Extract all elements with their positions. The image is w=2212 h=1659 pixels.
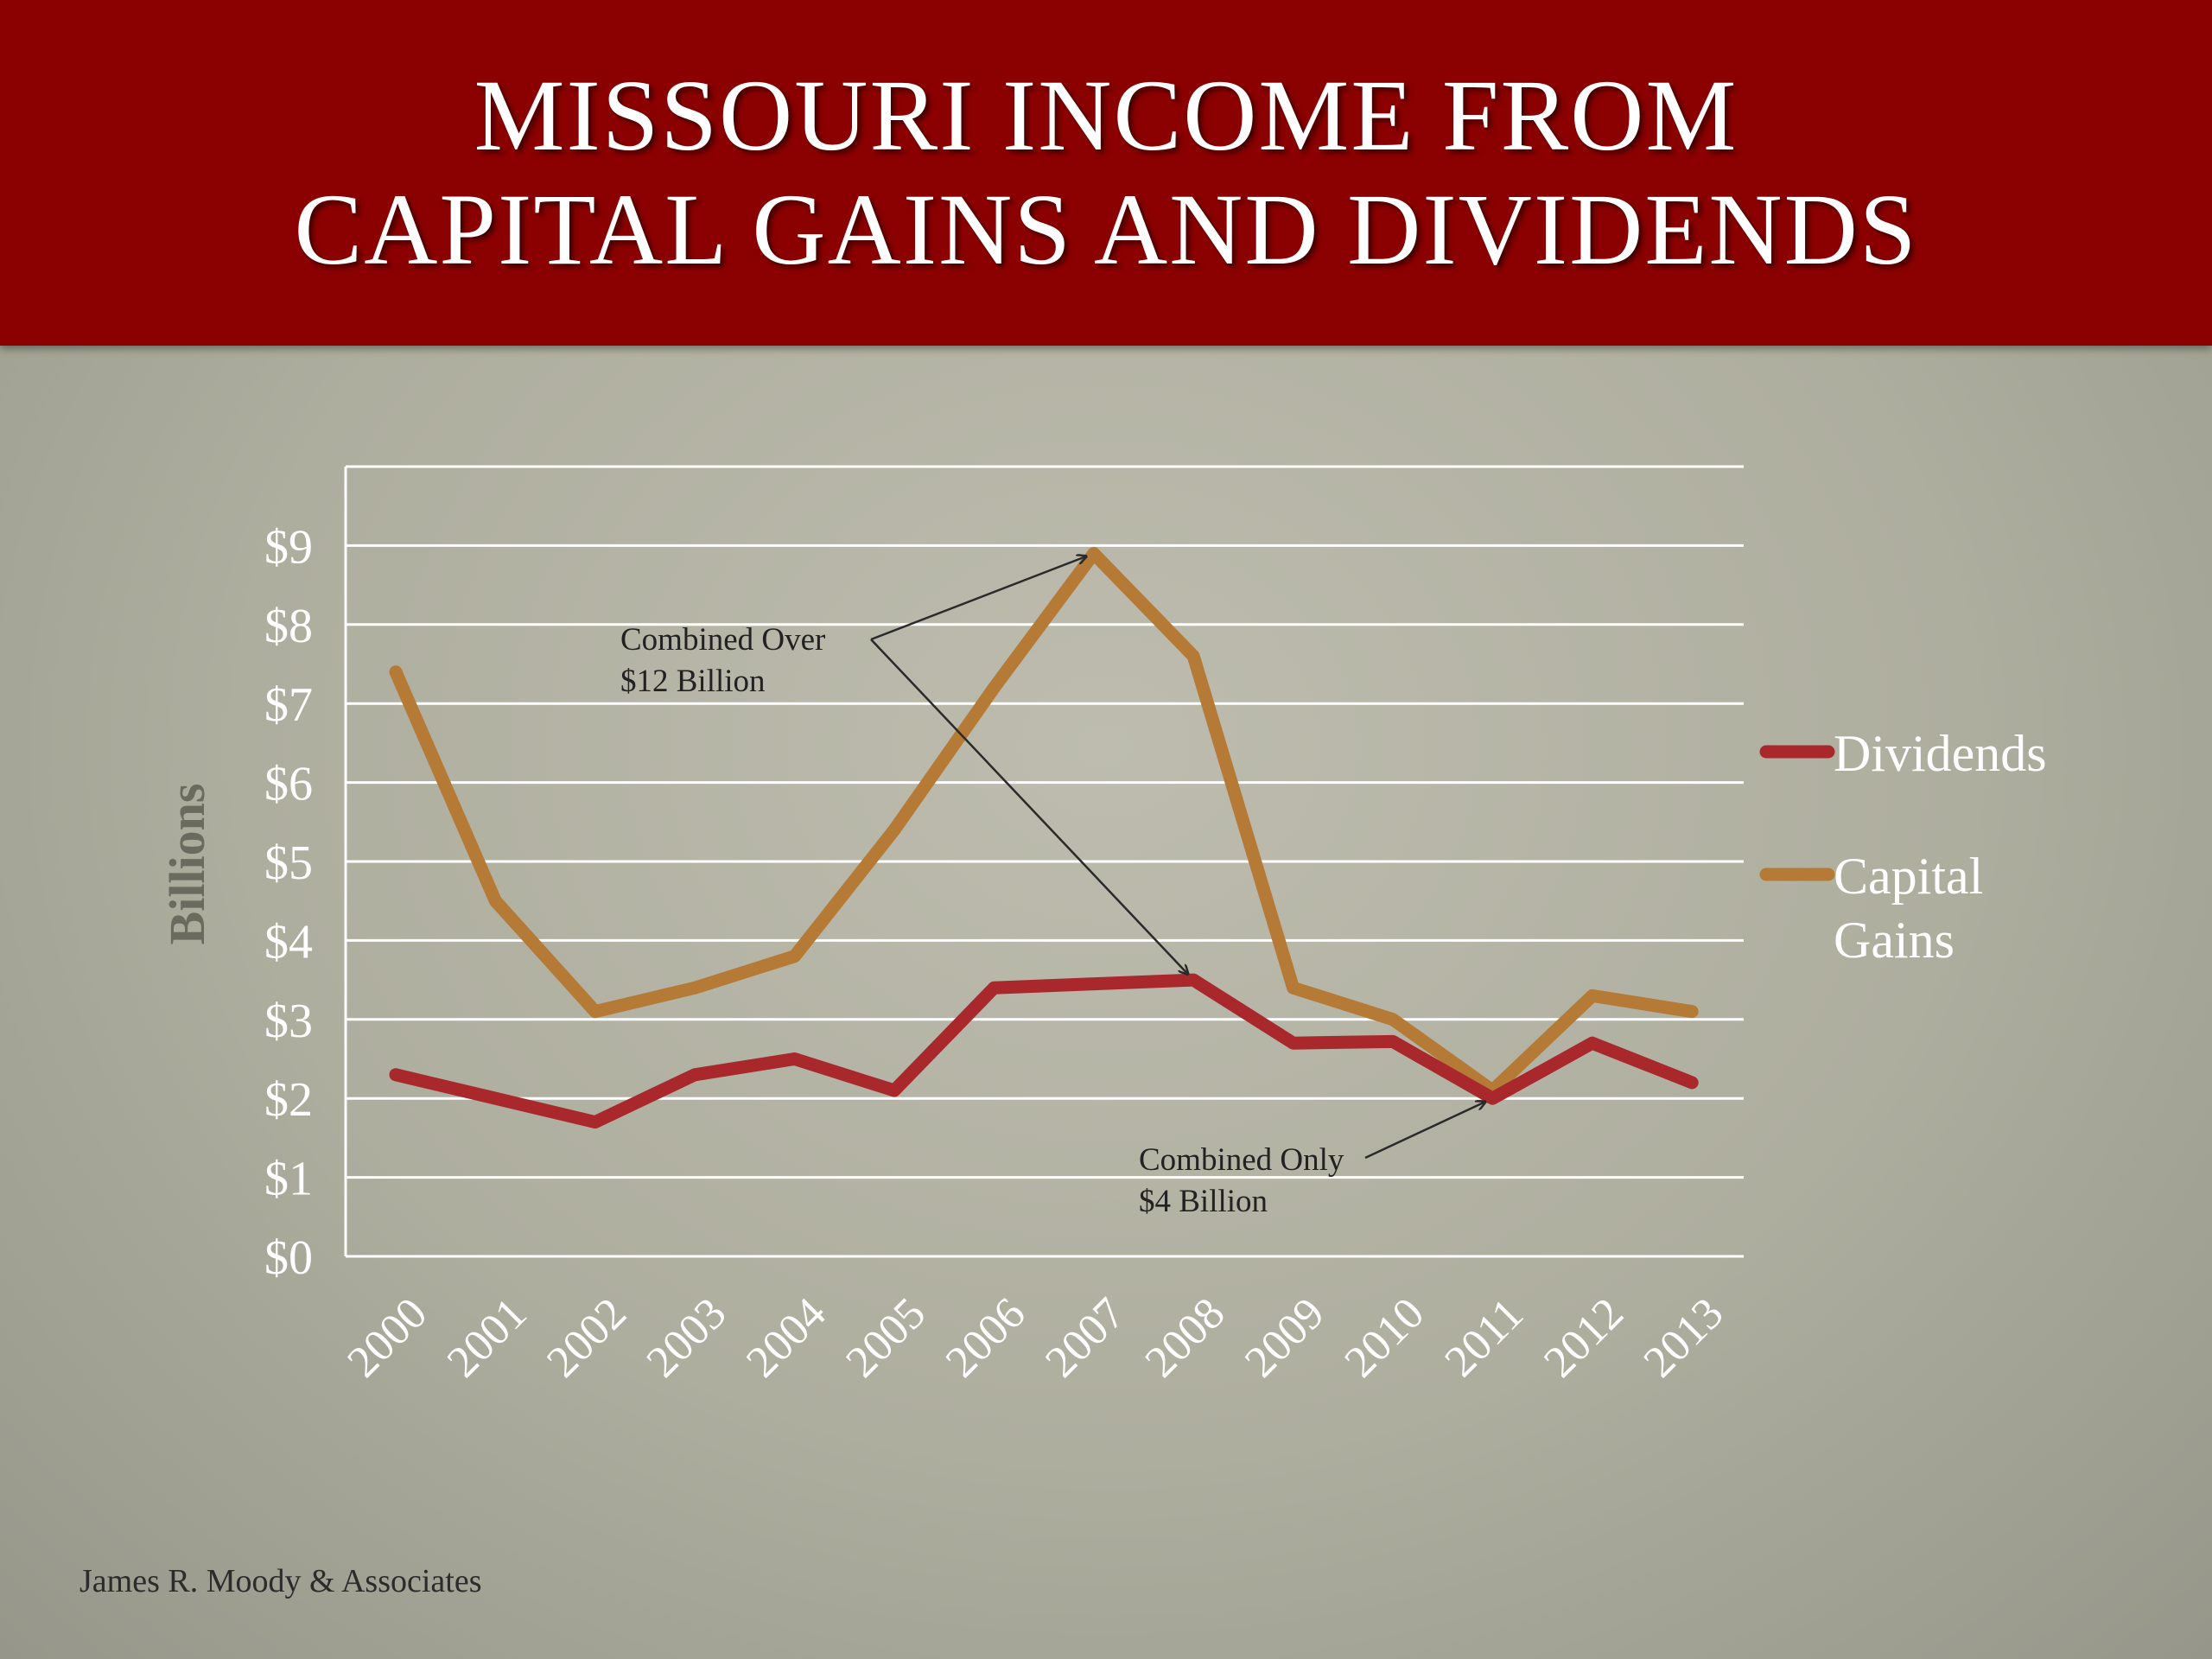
- x-tick-label: 2005: [836, 1288, 935, 1387]
- annotation-arrow: [870, 556, 1085, 641]
- annotation-text: $12 Billion: [620, 664, 766, 699]
- y-tick-label: $4: [264, 915, 313, 969]
- annotation-text: $4 Billion: [1139, 1184, 1268, 1219]
- y-tick-label: $6: [264, 758, 313, 811]
- x-tick-label: 2002: [537, 1288, 636, 1387]
- title-banner: Missouri Income from Capital Gains and D…: [0, 0, 2212, 346]
- series-line-capital-gains: [389, 547, 1699, 1097]
- title-line-2: Capital Gains and Dividends: [294, 173, 1918, 286]
- y-tick-label: $7: [264, 678, 313, 732]
- x-tick-label: 2012: [1535, 1288, 1633, 1387]
- annotation-arrow: [1364, 1102, 1484, 1160]
- y-tick-label: $1: [264, 1153, 313, 1206]
- x-tick-label: 2004: [737, 1288, 836, 1387]
- footer-credit: James R. Moody & Associates: [79, 1563, 482, 1599]
- annotation-text: Combined Over: [620, 622, 825, 658]
- x-tick-label: 2000: [338, 1288, 436, 1387]
- x-tick-label: 2009: [1236, 1288, 1334, 1387]
- x-tick-label: 2006: [937, 1288, 1035, 1387]
- legend-label: Capital: [1834, 848, 1983, 905]
- x-tick-label: 2003: [638, 1288, 736, 1387]
- x-tick-label: 2008: [1136, 1288, 1235, 1387]
- legend-label: Dividends: [1834, 725, 2047, 782]
- y-tick-label: $0: [264, 1231, 313, 1285]
- annotation-layer: Combined Over $12 Billion Combined Only $4 …: [620, 556, 1484, 1219]
- y-axis-label: Billions: [159, 784, 215, 945]
- x-tick-label: 2011: [1435, 1289, 1532, 1386]
- x-tick-label: 2010: [1335, 1288, 1433, 1387]
- x-tick-label: 2001: [438, 1288, 537, 1387]
- y-tick-label: $9: [264, 520, 313, 574]
- y-tick-label: $3: [264, 995, 313, 1048]
- title-line-1: Missouri Income from: [474, 59, 1738, 172]
- y-tick-label: $8: [264, 600, 313, 653]
- x-tick-label: 2007: [1036, 1288, 1135, 1387]
- legend: Dividends Capital Gains: [1759, 725, 2047, 969]
- annotation-arrow: [870, 639, 1187, 974]
- x-tick-label: 2013: [1635, 1288, 1733, 1387]
- y-tick-label: $2: [264, 1073, 313, 1127]
- series-line-dividends: [389, 973, 1699, 1129]
- legend-label: Gains: [1834, 912, 1955, 969]
- annotation-text: Combined Only: [1139, 1142, 1344, 1178]
- y-tick-label: $5: [264, 836, 313, 890]
- series-layer: [389, 547, 1699, 1129]
- grid-layer: [344, 465, 1744, 1258]
